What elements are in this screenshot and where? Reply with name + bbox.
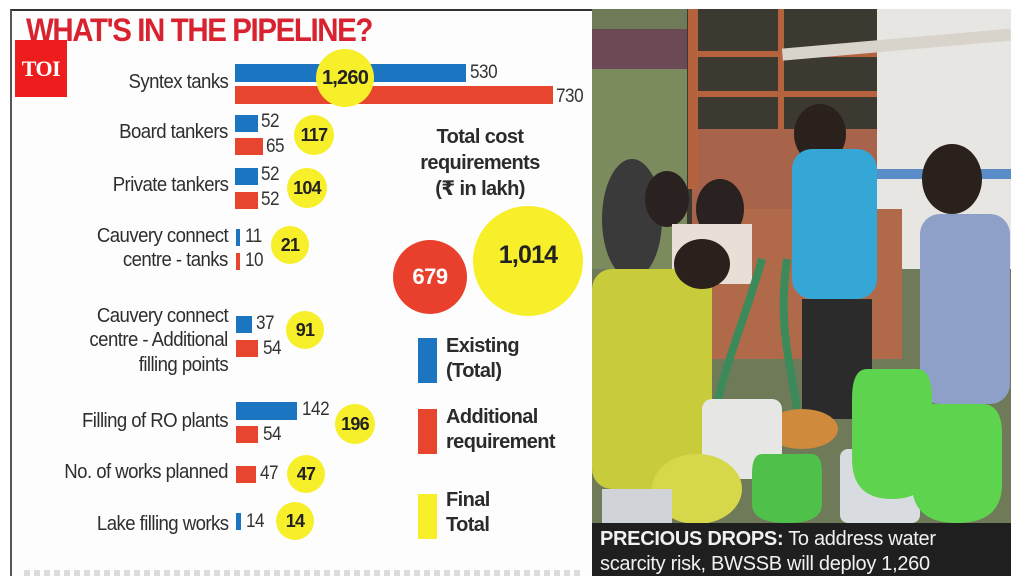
total-bubble-board: 117 [294, 115, 334, 155]
total-bubble-lake: 14 [276, 502, 314, 540]
right-margin [1011, 0, 1024, 576]
bar-existing-cauvery-tanks [236, 229, 240, 246]
value-existing-syntex: 530 [470, 62, 498, 83]
total-bubble-cauvery-filling: 91 [286, 311, 324, 349]
value-additional-private: 52 [261, 189, 280, 210]
total-bubble-syntex: 1,260 [316, 49, 374, 107]
legend-label-existing: Existing (Total) [446, 335, 520, 382]
bar-additional-cauvery-tanks [236, 253, 240, 270]
row-label-cauvery-filling-2: centre - Additional [89, 329, 229, 351]
bar-additional-private [235, 192, 258, 209]
row-label-cauvery-filling-3: filling points [138, 354, 229, 376]
total-bubble-works: 47 [287, 455, 325, 493]
row-label-works-planned: No. of works planned [64, 461, 228, 483]
value-additional-cauvery-tanks: 10 [245, 250, 264, 271]
truncated-footer-text [24, 570, 584, 576]
row-label-syntex-tanks: Syntex tanks [128, 71, 228, 93]
total-bubble-private: 104 [287, 168, 327, 208]
total-bubble-cauvery-tanks: 21 [271, 226, 309, 264]
value-additional-board: 65 [266, 136, 285, 157]
value-additional-syntex: 730 [556, 86, 584, 107]
news-photo-water-distribution [592, 9, 1011, 523]
bar-additional-cauvery-filling [236, 340, 258, 357]
legend-swatch-final [418, 494, 437, 539]
value-existing-lake: 14 [246, 511, 265, 532]
row-label-cauvery-tanks-1: Cauvery connect [96, 225, 229, 247]
infographic-title: WHAT'S IN THE PIPELINE? [26, 12, 373, 48]
value-existing-cauvery-tanks: 11 [245, 226, 262, 247]
legend-label-final: Final Total [446, 489, 490, 536]
row-label-cauvery-filling-1: Cauvery connect [96, 305, 229, 327]
row-label-lake-filling: Lake filling works [96, 513, 228, 535]
row-label-board-tankers: Board tankers [119, 121, 228, 143]
bar-additional-ro [236, 426, 258, 443]
legend-label-additional: Additional requirement [446, 406, 556, 453]
row-label-ro-plants: Filling of RO plants [82, 410, 229, 432]
value-existing-private: 52 [261, 164, 280, 185]
caption-text-line2: scarcity risk, BWSSB will deploy 1,260 [600, 553, 930, 575]
value-existing-cauvery-filling: 37 [256, 313, 275, 334]
value-additional-ro: 54 [263, 424, 282, 445]
cost-final-total-bubble: 1,014 [473, 206, 583, 316]
row-label-private-tankers: Private tankers [112, 174, 228, 196]
total-bubble-ro: 196 [335, 404, 375, 444]
value-additional-cauvery-filling: 54 [263, 338, 282, 359]
value-existing-ro: 142 [302, 399, 330, 420]
photo-illustration [592, 9, 1011, 523]
bar-existing-ro [236, 402, 297, 420]
value-existing-board: 52 [261, 111, 280, 132]
caption-label: PRECIOUS DROPS: [600, 528, 784, 550]
toi-logo: TOI [15, 40, 67, 97]
value-additional-works: 47 [260, 463, 279, 484]
bar-existing-cauvery-filling [236, 316, 252, 333]
bar-existing-lake [236, 513, 241, 530]
photo-caption: PRECIOUS DROPS: To address water scarcit… [592, 523, 1011, 576]
bar-additional-board [235, 138, 263, 155]
caption-text-line1: To address water [783, 528, 936, 550]
bar-existing-private [235, 168, 258, 185]
legend-swatch-existing [418, 338, 437, 383]
bar-additional-syntex [235, 86, 553, 104]
bar-existing-board [235, 115, 258, 132]
cost-additional-bubble: 679 [393, 240, 467, 314]
cost-requirements-title: Total cost requirements (₹ in lakh) [420, 126, 540, 200]
row-label-cauvery-tanks-2: centre - tanks [123, 249, 228, 271]
bar-additional-works [236, 466, 256, 483]
legend-swatch-additional [418, 409, 437, 454]
